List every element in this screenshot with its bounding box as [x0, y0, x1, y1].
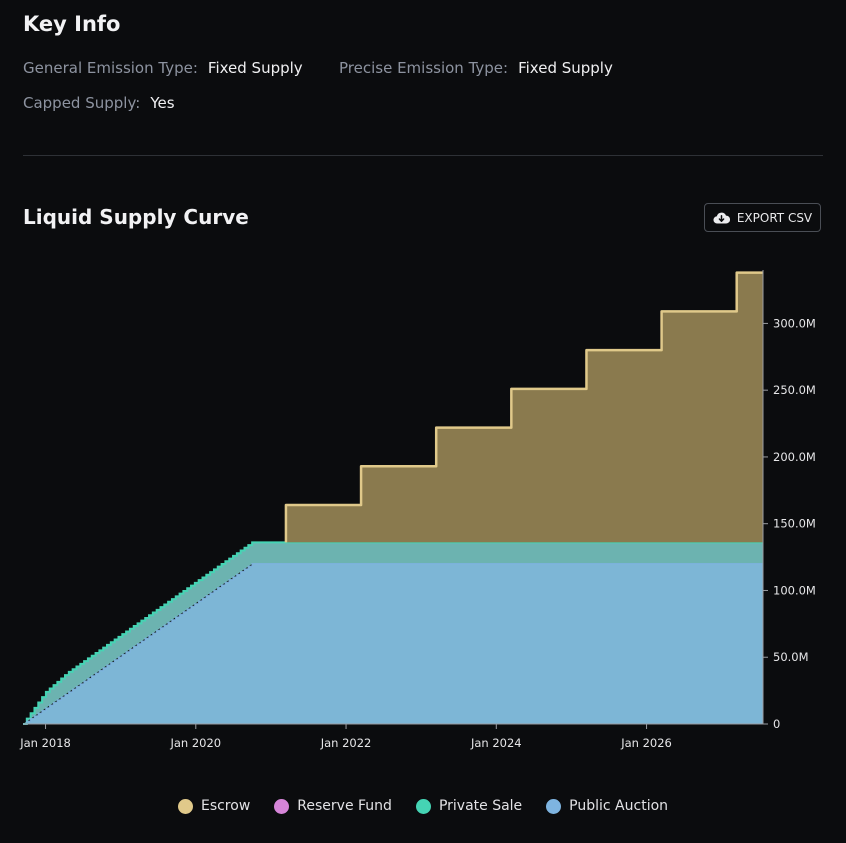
chart-legend: Escrow Reserve Fund Private Sale Public … [0, 798, 846, 814]
export-csv-button[interactable]: EXPORT CSV [704, 203, 821, 232]
legend-item-public-auction[interactable]: Public Auction [546, 798, 668, 814]
precise-emission-row: Precise Emission Type: Fixed Supply [339, 59, 613, 77]
y-tick-label: 0 [773, 717, 780, 731]
y-tick-label: 50.0M [773, 650, 809, 664]
y-tick-label: 150.0M [773, 517, 816, 531]
legend-swatch-reserve-fund [274, 798, 290, 814]
supply-curve-title: Liquid Supply Curve [23, 205, 249, 229]
public-auction-line [23, 563, 763, 725]
x-tick-label: Jan 2024 [470, 736, 522, 750]
section-divider [23, 155, 823, 156]
legend-swatch-public-auction [546, 798, 562, 814]
capped-supply-row: Capped Supply: Yes [23, 94, 175, 112]
capped-supply-value: Yes [150, 94, 175, 112]
general-emission-row: General Emission Type: Fixed Supply [23, 59, 303, 77]
y-tick-label: 100.0M [773, 583, 816, 597]
cloud-download-icon [713, 211, 730, 224]
y-tick-label: 300.0M [773, 316, 816, 330]
general-emission-value: Fixed Supply [207, 59, 303, 77]
legend-item-reserve-fund[interactable]: Reserve Fund [274, 798, 392, 814]
private-sale-area [23, 542, 763, 724]
export-csv-label: EXPORT CSV [736, 210, 813, 225]
legend-label-escrow: Escrow [200, 798, 251, 814]
legend-item-private-sale[interactable]: Private Sale [415, 798, 523, 814]
public-auction-area [23, 563, 763, 724]
key-info-title: Key Info [23, 12, 121, 36]
precise-emission-label: Precise Emission Type: [339, 59, 509, 77]
private-sale-line [23, 541, 763, 725]
escrow-line [284, 271, 763, 543]
x-tick-label: Jan 2022 [320, 736, 372, 750]
general-emission-label: General Emission Type: [23, 59, 198, 77]
legend-item-escrow[interactable]: Escrow [177, 798, 251, 814]
legend-swatch-escrow [177, 798, 193, 814]
precise-emission-value: Fixed Supply [518, 59, 613, 77]
capped-supply-label: Capped Supply: [23, 94, 141, 112]
x-tick-label: Jan 2020 [169, 736, 221, 750]
x-tick-label: Jan 2026 [620, 736, 672, 750]
liquid-supply-chart: 0 50.0M 100.0M 150.0M 200.0M 250.0M 300.0M Jan … [19, 270, 816, 750]
legend-label-reserve-fund: Reserve Fund [297, 798, 392, 814]
escrow-area [285, 272, 763, 543]
legend-label-public-auction: Public Auction [569, 798, 669, 814]
y-tick-label: 250.0M [773, 383, 816, 397]
y-tick-label: 200.0M [773, 450, 816, 464]
x-tick-label: Jan 2018 [19, 736, 71, 750]
legend-swatch-private-sale [415, 798, 431, 814]
legend-label-private-sale: Private Sale [438, 798, 523, 814]
